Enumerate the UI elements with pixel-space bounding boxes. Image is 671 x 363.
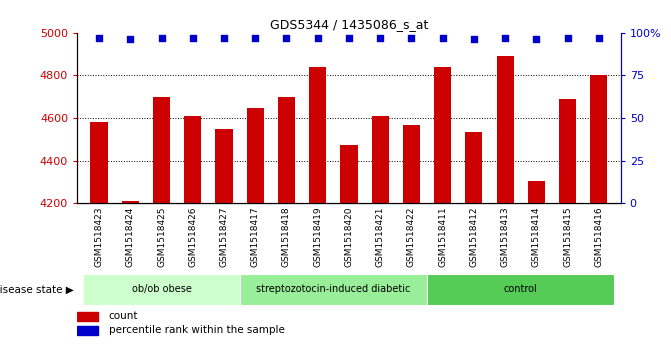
- Bar: [434, 67, 451, 363]
- Text: GSM1518422: GSM1518422: [407, 207, 416, 267]
- Bar: [247, 109, 264, 363]
- Bar: [465, 132, 482, 363]
- Text: GSM1518416: GSM1518416: [595, 207, 603, 268]
- Bar: [278, 97, 295, 363]
- Point: [187, 35, 198, 41]
- Text: count: count: [109, 311, 138, 321]
- Text: disease state ▶: disease state ▶: [0, 285, 74, 294]
- Point: [125, 37, 136, 42]
- Bar: [590, 75, 607, 363]
- Bar: [559, 99, 576, 363]
- Text: GSM1518413: GSM1518413: [501, 207, 509, 268]
- Bar: [121, 201, 139, 363]
- Text: GSM1518412: GSM1518412: [470, 207, 478, 267]
- Point: [593, 35, 604, 41]
- Text: GSM1518421: GSM1518421: [376, 207, 384, 267]
- Point: [468, 37, 479, 42]
- Text: ob/ob obese: ob/ob obese: [132, 285, 191, 294]
- Bar: [372, 116, 389, 363]
- Text: GSM1518427: GSM1518427: [219, 207, 228, 267]
- Bar: [240, 274, 427, 305]
- Text: GSM1518418: GSM1518418: [282, 207, 291, 268]
- Bar: [83, 274, 240, 305]
- Bar: [427, 274, 615, 305]
- Text: GSM1518426: GSM1518426: [189, 207, 197, 267]
- Point: [312, 35, 323, 41]
- Text: GSM1518417: GSM1518417: [251, 207, 260, 268]
- Text: GSM1518415: GSM1518415: [563, 207, 572, 268]
- Point: [375, 35, 386, 41]
- Text: GSM1518420: GSM1518420: [344, 207, 354, 267]
- Bar: [77, 311, 98, 321]
- Point: [281, 35, 292, 41]
- Bar: [340, 144, 358, 363]
- Point: [531, 37, 541, 42]
- Point: [406, 35, 417, 41]
- Point: [94, 35, 105, 41]
- Point: [437, 35, 448, 41]
- Bar: [528, 181, 545, 363]
- Point: [562, 35, 573, 41]
- Text: GSM1518411: GSM1518411: [438, 207, 447, 268]
- Text: GSM1518419: GSM1518419: [313, 207, 322, 268]
- Text: control: control: [504, 285, 537, 294]
- Bar: [497, 56, 514, 363]
- Text: GSM1518423: GSM1518423: [95, 207, 103, 267]
- Text: streptozotocin-induced diabetic: streptozotocin-induced diabetic: [256, 285, 411, 294]
- Bar: [91, 122, 107, 363]
- Text: percentile rank within the sample: percentile rank within the sample: [109, 325, 285, 335]
- Bar: [153, 97, 170, 363]
- Bar: [77, 326, 98, 335]
- Text: GSM1518414: GSM1518414: [532, 207, 541, 267]
- Bar: [309, 67, 326, 363]
- Point: [500, 35, 511, 41]
- Bar: [215, 129, 233, 363]
- Point: [344, 35, 354, 41]
- Text: GSM1518424: GSM1518424: [125, 207, 135, 267]
- Point: [156, 35, 167, 41]
- Title: GDS5344 / 1435086_s_at: GDS5344 / 1435086_s_at: [270, 19, 428, 32]
- Point: [250, 35, 260, 41]
- Bar: [184, 116, 201, 363]
- Bar: [403, 126, 420, 363]
- Text: GSM1518425: GSM1518425: [157, 207, 166, 267]
- Point: [219, 35, 229, 41]
